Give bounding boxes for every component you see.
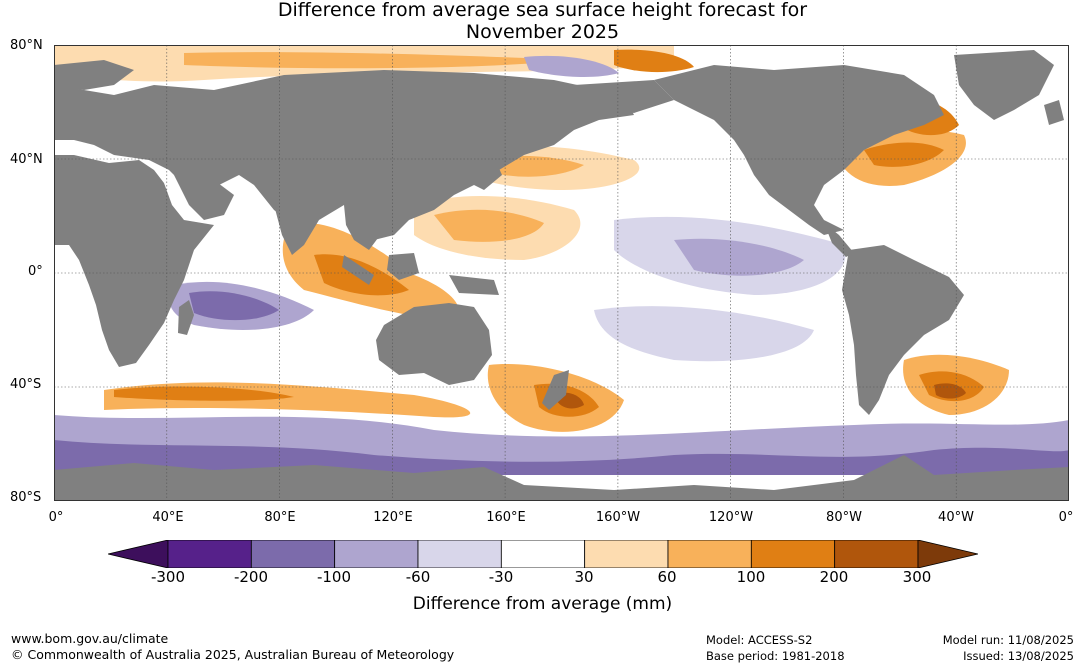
land-japan [474, 157, 502, 190]
footer-base-period: Base period: 1981-2018 [706, 649, 845, 663]
colorbar [108, 540, 978, 568]
anomaly-field [54, 45, 1069, 475]
land-arabia [174, 175, 234, 220]
lon-label-40e: 40°E [152, 510, 184, 525]
lon-label-80w: 80°W [826, 510, 862, 525]
colorbar-segment [584, 540, 669, 568]
land-eurasia [54, 70, 634, 240]
lon-label-0: 0° [48, 510, 64, 525]
land-alaska [574, 80, 674, 113]
lat-label-equator: 0° [28, 264, 43, 279]
arctic-negative [524, 55, 619, 77]
map-title-line-2: November 2025 [465, 21, 620, 43]
colorbar-extension-low [108, 540, 169, 568]
lat-label-80s: 80°S [10, 490, 42, 505]
colorbar-title: Difference from average (mm) [412, 594, 673, 614]
land-new-guinea [449, 275, 499, 295]
colorbar-tick-label: -30 [488, 568, 514, 586]
colorbar-tick-label: 300 [902, 568, 932, 586]
land-sumatra [342, 255, 374, 285]
land-europe-north [54, 60, 134, 90]
land-south-america [842, 245, 964, 415]
colorbar-segment [167, 540, 252, 568]
lon-label-0-east: 0° [1058, 510, 1074, 525]
land-madagascar [178, 300, 194, 335]
lon-label-40w: 40°W [938, 510, 974, 525]
colorbar-tick-label: -60 [405, 568, 431, 586]
colorbar-tick-label: 100 [736, 568, 766, 586]
lon-label-160e: 160°E [486, 510, 526, 525]
colorbar-segment [750, 540, 836, 568]
lon-label-120w: 120°W [708, 510, 754, 525]
colorbar-tick-label: -100 [316, 568, 352, 586]
footer-model-run: Model run: 11/08/2025 [942, 633, 1074, 647]
footer-model: Model: ACCESS-S2 [706, 633, 813, 647]
lat-label-80n: 80°N [10, 38, 43, 53]
graticule [54, 45, 1069, 501]
colorbar-tick-label: 200 [819, 568, 849, 586]
footer-url: www.bom.gov.au/climate [11, 631, 169, 646]
lat-label-40n: 40°N [10, 152, 43, 167]
colorbar-segment [500, 540, 586, 568]
land-africa [54, 155, 214, 367]
land-antarctica [54, 455, 1069, 501]
map-frame [54, 45, 1069, 501]
land-britain [1044, 100, 1064, 125]
colorbar-tick-label: 30 [574, 568, 594, 586]
colorbar-tick-label: 60 [657, 568, 677, 586]
colorbar-tick-label: -300 [150, 568, 186, 586]
land-greenland [954, 50, 1054, 120]
lon-label-120e: 120°E [373, 510, 413, 525]
land [54, 50, 1069, 501]
footer-copyright: © Commonwealth of Australia 2025, Austra… [11, 647, 455, 662]
colorbar-extension-high [917, 540, 978, 568]
land-india [274, 205, 319, 255]
colorbar-segment [667, 540, 752, 568]
lon-label-80e: 80°E [264, 510, 296, 525]
land-north-america [654, 65, 944, 235]
land-indochina [344, 205, 384, 250]
footer-issued: Issued: 13/08/2025 [963, 649, 1074, 663]
land-central-america [824, 223, 854, 257]
south-pacific-negative [594, 306, 814, 362]
lon-label-160w: 160°W [595, 510, 641, 525]
colorbar-segment [334, 540, 419, 568]
land-new-zealand [542, 370, 569, 410]
colorbar-tick-label: -200 [233, 568, 269, 586]
lat-label-40s: 40°S [10, 377, 42, 392]
colorbar-segment [417, 540, 502, 568]
sea-surface-height-map [54, 45, 1069, 501]
colorbar-segment [834, 540, 919, 568]
colorbar-segment [250, 540, 336, 568]
land-australia [376, 303, 492, 385]
map-title-line-1: Difference from average sea surface heig… [277, 0, 808, 21]
